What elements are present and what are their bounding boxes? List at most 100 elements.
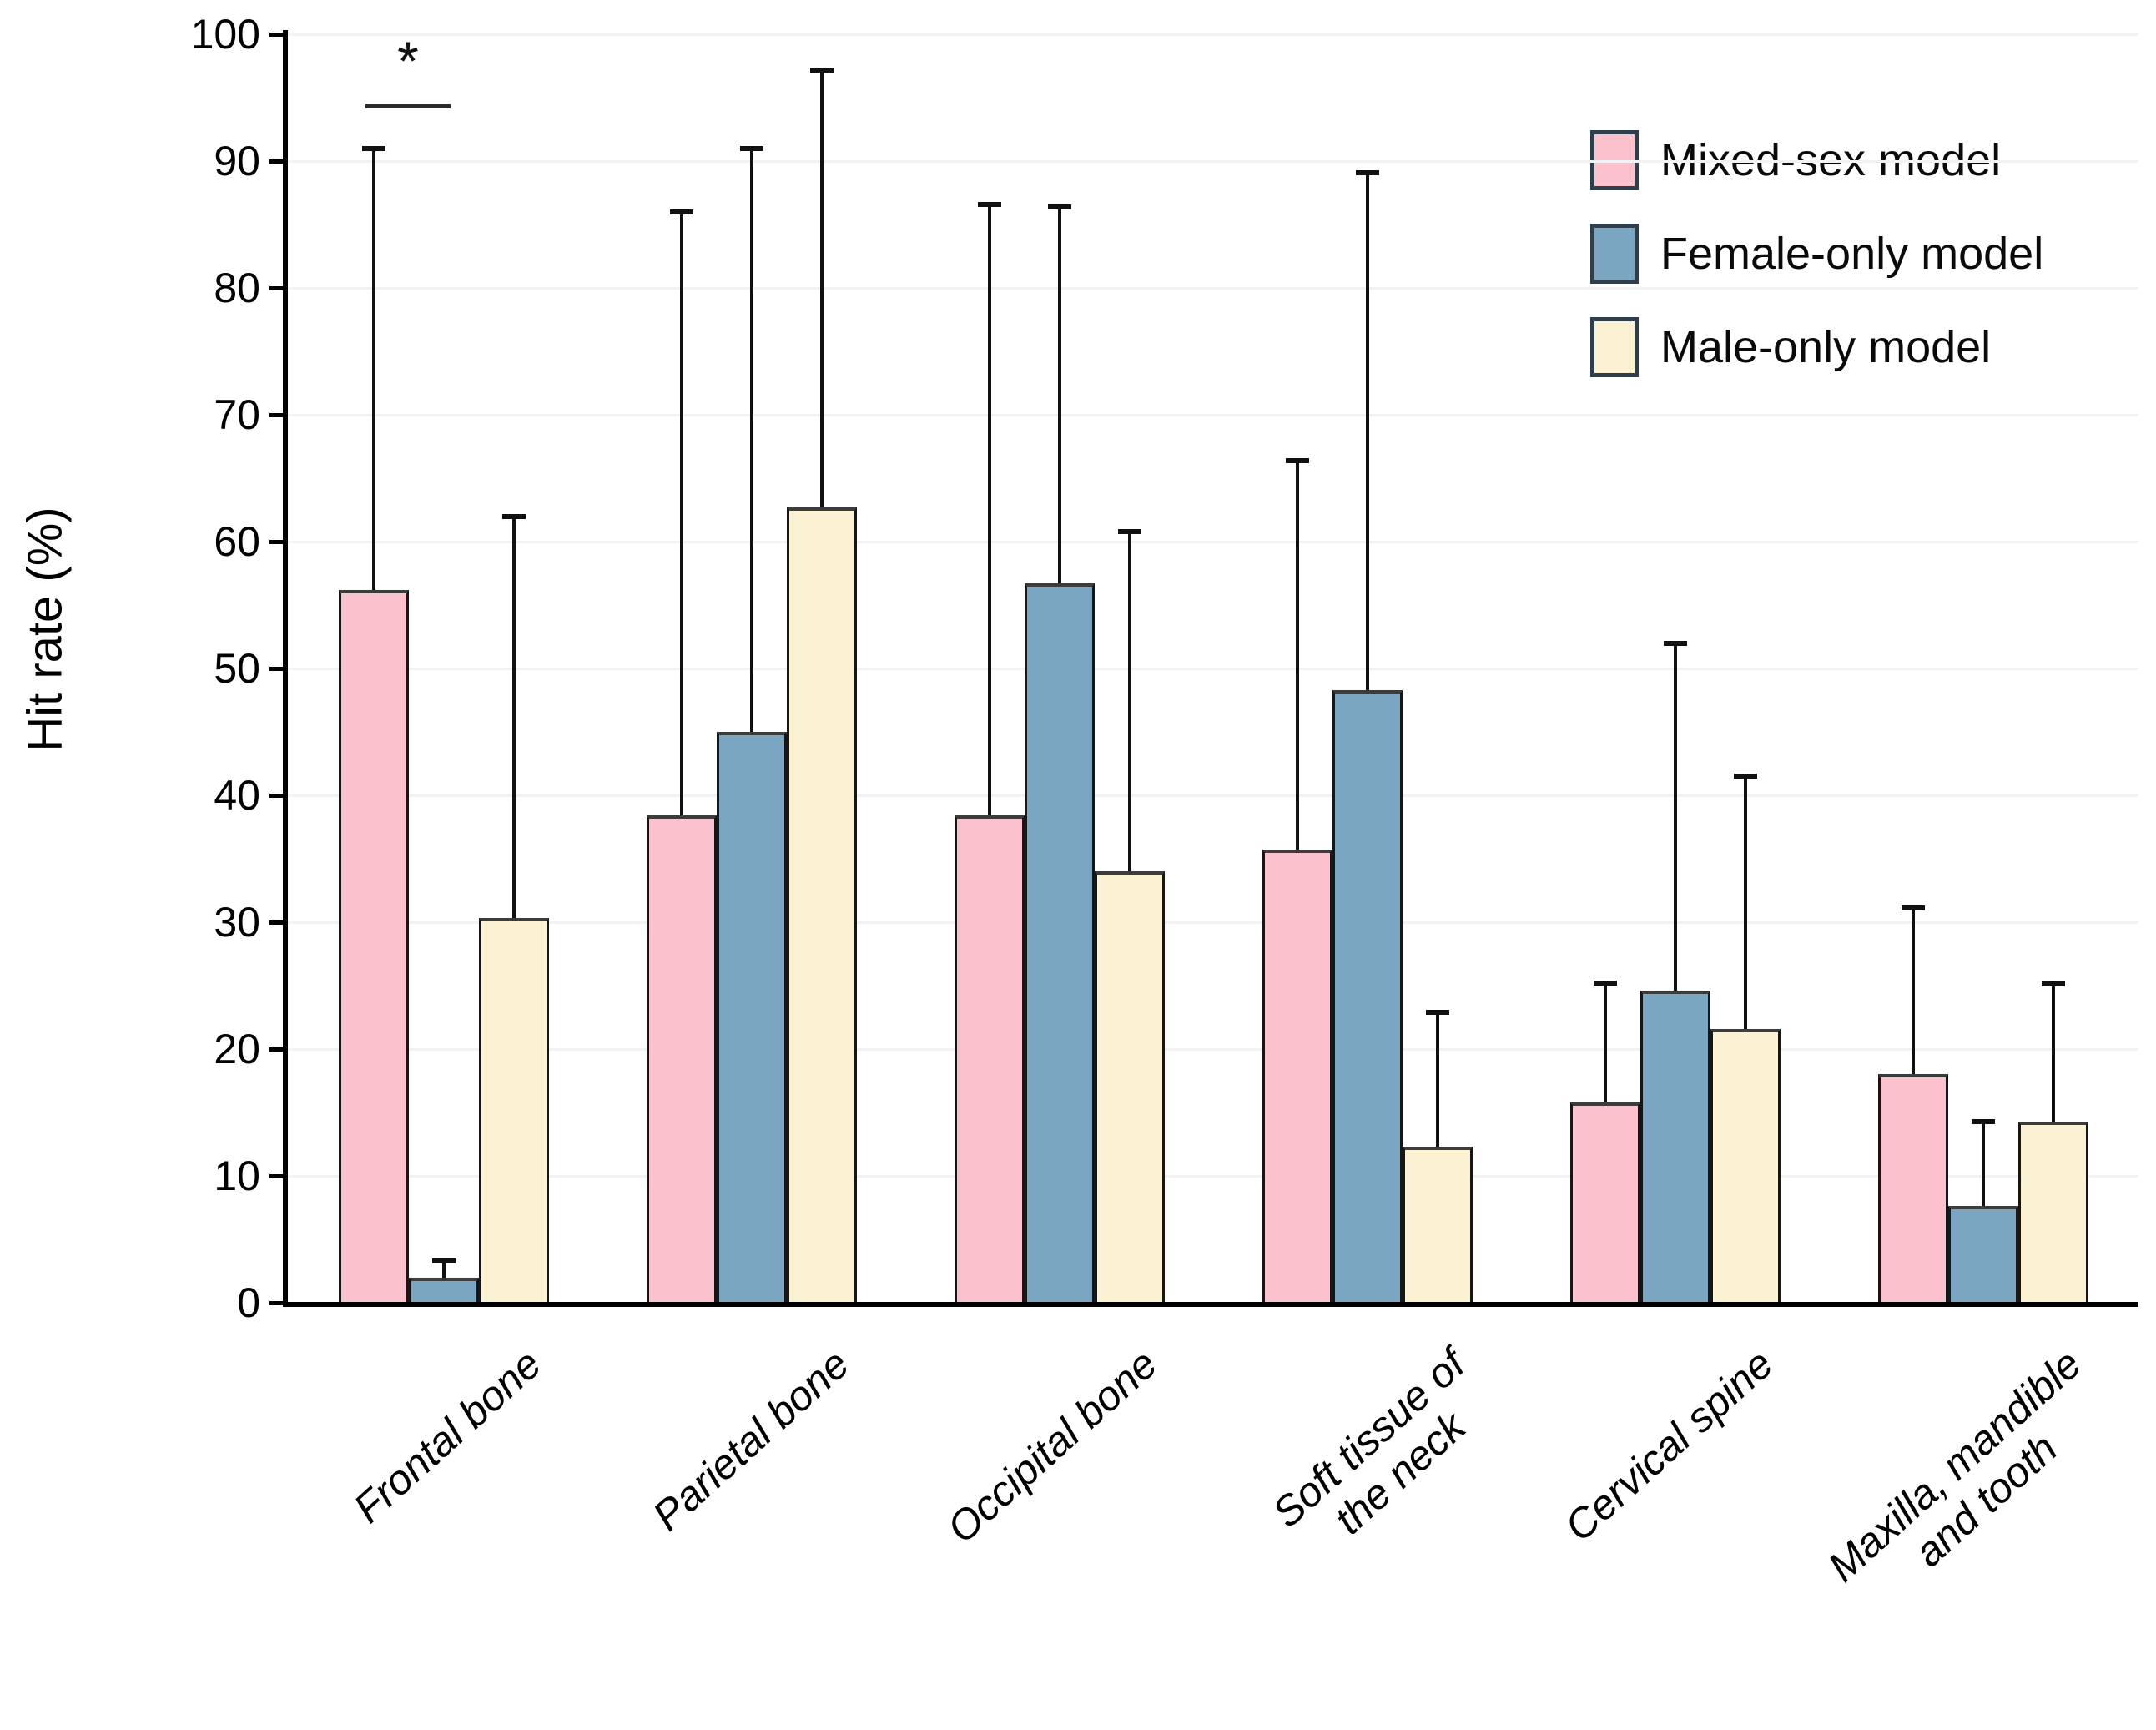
error-bar-cap (2042, 981, 2065, 987)
error-bar-cap (1048, 204, 1071, 209)
significance-star: * (397, 29, 419, 92)
error-bar-cap (1972, 1118, 1995, 1124)
gridline-20 (288, 1048, 2138, 1051)
legend-item-female-only-model: Female-only model (1590, 224, 2043, 284)
error-bar-line (820, 69, 824, 507)
error-bar-cap (740, 145, 763, 151)
y-tick-label-80: 80 (214, 265, 260, 311)
y-tick-label-30: 30 (214, 899, 260, 946)
y-tick-0 (270, 1301, 283, 1305)
error-bar-cap (670, 209, 693, 214)
y-tick-30 (270, 920, 283, 925)
y-tick-label-10: 10 (214, 1152, 260, 1199)
bar-mixed-sex-model-2 (955, 815, 1025, 1304)
error-bar-cap (1286, 457, 1309, 463)
y-tick-10 (270, 1174, 283, 1178)
error-bar-cap (432, 1258, 456, 1263)
error-bar-cap (1426, 1009, 1449, 1015)
y-tick-50 (270, 667, 283, 671)
error-bar-line (1128, 531, 1131, 872)
error-bar-line (1912, 908, 1915, 1075)
legend-label: Male-only model (1660, 322, 1992, 372)
error-bar-line (512, 516, 516, 919)
bar-male-only-model-1 (787, 507, 857, 1304)
bar-female-only-model-3 (1332, 689, 1403, 1304)
error-bar-line (750, 148, 753, 732)
bar-mixed-sex-model-0 (339, 589, 409, 1304)
gridline-70 (288, 414, 2138, 416)
error-bar-cap (1356, 169, 1379, 175)
error-bar-cap (362, 145, 385, 151)
bar-mixed-sex-model-5 (1878, 1074, 1948, 1304)
error-bar-cap (502, 513, 526, 519)
y-axis-title: Hit rate (%) (18, 507, 73, 752)
legend-item-male-only-model: Male-only model (1590, 317, 1991, 377)
error-bar-line (1366, 172, 1369, 690)
y-tick-40 (270, 794, 283, 798)
error-bar-line (988, 204, 991, 816)
gridline-30 (288, 921, 2138, 924)
y-tick-label-40: 40 (214, 772, 260, 819)
y-tick-label-100: 100 (190, 11, 260, 58)
gridline-10 (288, 1175, 2138, 1178)
error-bar-line (1436, 1011, 1439, 1147)
x-label-5: Maxilla, mandible and tooth (1818, 1340, 2090, 1591)
bar-mixed-sex-model-1 (647, 815, 717, 1304)
error-bar-line (680, 211, 683, 816)
gridline-100 (288, 33, 2138, 36)
y-tick-label-0: 0 (237, 1279, 260, 1326)
gridline-90 (288, 160, 2138, 163)
y-tick-label-50: 50 (214, 645, 260, 692)
error-bar-line (1604, 982, 1607, 1102)
x-label-0: Frontal bone (345, 1340, 551, 1532)
y-tick-label-70: 70 (214, 391, 260, 438)
bar-female-only-model-1 (717, 732, 787, 1304)
error-bar-line (1296, 460, 1299, 850)
x-axis-spine (283, 1302, 2138, 1307)
y-tick-60 (270, 540, 283, 544)
y-tick-20 (270, 1047, 283, 1052)
legend-label: Female-only model (1660, 229, 2044, 279)
gridline-80 (288, 287, 2138, 290)
error-bar-cap (1118, 528, 1141, 534)
legend-swatch (1590, 317, 1639, 377)
bar-mixed-sex-model-4 (1570, 1102, 1640, 1304)
bar-female-only-model-2 (1025, 583, 1095, 1304)
bar-mixed-sex-model-3 (1262, 850, 1332, 1304)
bar-female-only-model-5 (1948, 1206, 2018, 1304)
y-tick-90 (270, 159, 283, 164)
error-bar-cap (1594, 980, 1617, 986)
bar-female-only-model-0 (409, 1277, 479, 1304)
significance-bracket (365, 103, 451, 108)
gridline-60 (288, 541, 2138, 543)
x-label-2: Occipital bone (938, 1340, 1166, 1552)
y-tick-100 (270, 33, 283, 37)
x-label-1: Parietal bone (644, 1340, 859, 1540)
error-bar-cap (1734, 774, 1757, 779)
error-bar-cap (810, 67, 834, 73)
bar-male-only-model-0 (479, 918, 549, 1304)
y-tick-label-90: 90 (214, 138, 260, 184)
bar-male-only-model-2 (1095, 871, 1165, 1304)
error-bar-cap (1902, 905, 1925, 911)
error-bar-cap (978, 201, 1001, 207)
y-tick-label-20: 20 (214, 1026, 260, 1072)
gridline-50 (288, 668, 2138, 670)
x-label-3: Soft tissue of the neck (1263, 1340, 1474, 1544)
error-bar-line (1744, 776, 1747, 1029)
legend-swatch (1590, 224, 1639, 284)
y-axis-spine (283, 30, 288, 1307)
gridline-40 (288, 794, 2138, 797)
bar-female-only-model-4 (1640, 991, 1710, 1304)
bar-male-only-model-5 (2018, 1121, 2088, 1304)
y-tick-80 (270, 286, 283, 290)
error-bar-line (2052, 984, 2055, 1122)
y-tick-label-60: 60 (214, 518, 260, 565)
y-tick-70 (270, 413, 283, 417)
bar-male-only-model-4 (1710, 1028, 1781, 1304)
error-bar-line (1674, 643, 1677, 991)
error-bar-line (372, 148, 375, 590)
error-bar-line (1058, 206, 1061, 584)
error-bar-cap (1664, 640, 1687, 646)
